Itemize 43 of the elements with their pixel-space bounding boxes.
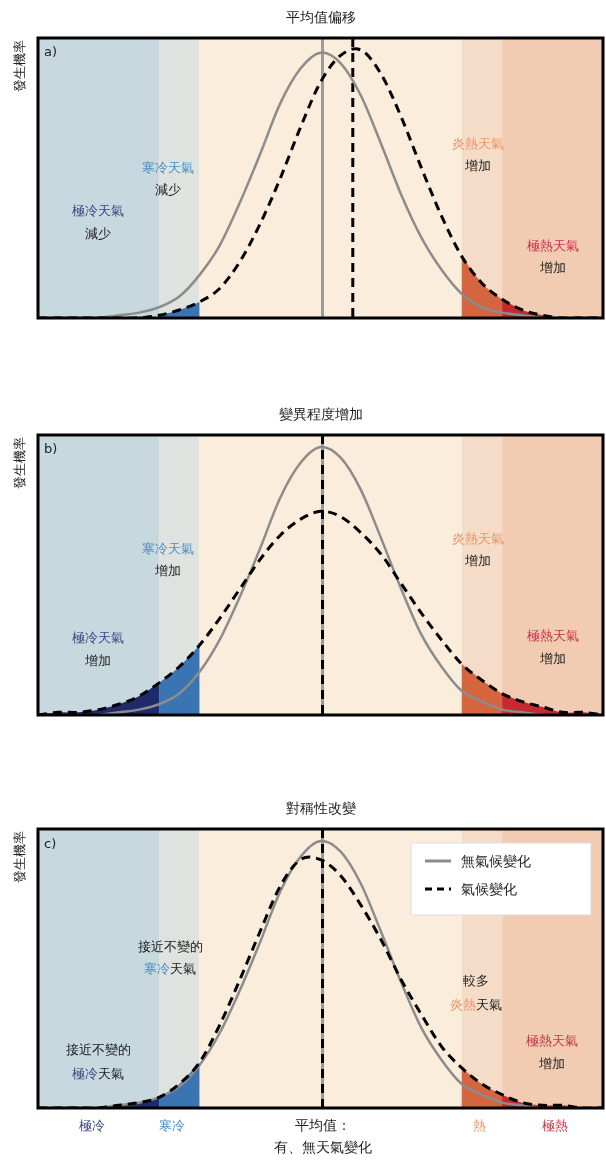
legend-label: 無氣候變化 <box>461 853 531 869</box>
annotation: 增加 <box>154 563 181 578</box>
annotation: 極熱天氣 <box>527 238 579 253</box>
annotation: 極冷天氣 <box>72 630 124 645</box>
text: 寒冷 <box>159 1118 185 1133</box>
annotation: 極冷 <box>72 1066 98 1081</box>
annotation: 增加 <box>539 651 566 666</box>
annotation: 極熱天氣 <box>527 628 579 643</box>
legend-label: 氣候變化 <box>461 881 517 897</box>
chart-title: 對稱性改變 <box>285 800 356 816</box>
text: 極熱 <box>542 1118 568 1133</box>
annotation: 增加 <box>464 553 491 568</box>
annotation: 減少 <box>85 226 111 241</box>
annotation: b) <box>44 441 58 456</box>
text: 極冷 <box>79 1118 105 1133</box>
annotation: 天氣 <box>98 1066 124 1081</box>
y-axis-title: 發生機率 <box>12 831 27 883</box>
annotation: c) <box>44 836 57 851</box>
annotation: 增加 <box>539 260 566 275</box>
text: 熱 <box>472 1118 486 1133</box>
annotation: 寒冷天氣 <box>142 541 194 556</box>
annotation: 天氣 <box>170 961 196 976</box>
y-axis-title: 發生機率 <box>12 40 27 92</box>
annotation: 極冷天氣 <box>72 203 124 218</box>
annotation: 接近不變的 <box>65 1042 131 1057</box>
annotation: 減少 <box>155 182 181 197</box>
annotation: 炎熱天氣 <box>452 531 504 546</box>
annotation: 天氣 <box>476 997 502 1012</box>
annotation: 增加 <box>538 1056 565 1071</box>
annotation: 寒冷天氣 <box>142 160 194 175</box>
chart-title: 變異程度增加 <box>278 406 363 422</box>
chart-title: 平均值偏移 <box>285 9 356 25</box>
text: 平均值：有、無天氣變化 <box>274 1117 372 1155</box>
annotation: 極熱天氣 <box>526 1033 578 1048</box>
annotation: 炎熱天氣 <box>452 136 504 151</box>
y-axis-title: 發生機率 <box>12 437 27 489</box>
annotation: a) <box>44 44 58 59</box>
annotation: 寒冷 <box>144 961 170 976</box>
annotation: 接近不變的 <box>137 939 203 954</box>
annotation: 增加 <box>464 158 491 173</box>
annotation: 炎熱 <box>450 997 476 1012</box>
annotation: 較多 <box>463 973 489 988</box>
annotation: 增加 <box>84 653 111 668</box>
